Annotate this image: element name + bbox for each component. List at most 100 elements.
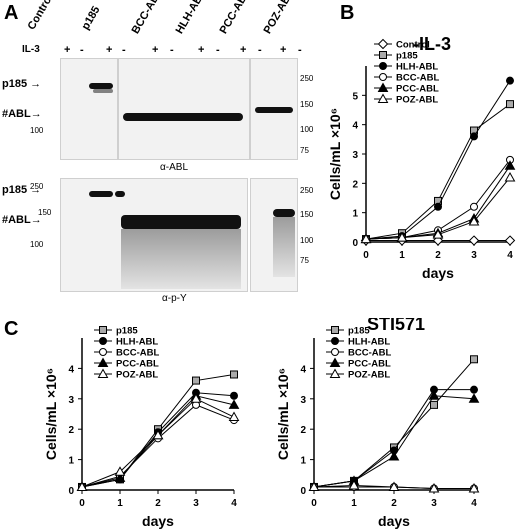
- band-p185-1b: [93, 89, 113, 93]
- point-marker: [379, 40, 388, 49]
- x-tick-label: 0: [79, 498, 85, 509]
- bottom-mw-100l: 100: [30, 240, 43, 249]
- bottom-mw-150l: 150: [38, 208, 51, 217]
- bottom-mw-250r: 250: [300, 186, 313, 195]
- lane-label-pcc: PCC-ABL: [218, 0, 253, 36]
- y-axis-label: Cells/mL ×10⁶: [43, 368, 59, 460]
- x-tick-label: 3: [431, 498, 437, 509]
- legend-label: PCC-ABL: [396, 84, 439, 95]
- point-marker: [431, 401, 438, 408]
- point-marker: [193, 377, 200, 384]
- legend-label: POZ-ABL: [116, 370, 158, 381]
- bottom-mw-75r: 75: [300, 256, 309, 265]
- x-tick-label: 0: [311, 498, 317, 509]
- legend-label: BCC-ABL: [116, 348, 159, 359]
- x-tick-label: 2: [435, 250, 441, 261]
- il3-sign: +: [64, 44, 70, 56]
- top-mw-150: 150: [300, 100, 313, 109]
- x-axis-label: days: [422, 265, 454, 281]
- y-tick-label: 3: [68, 395, 74, 406]
- smear-poz: [273, 217, 295, 277]
- top-mw-100: 100: [30, 126, 43, 135]
- top-abl-label: #ABL→: [2, 108, 42, 120]
- legend-label: PCC-ABL: [116, 359, 159, 370]
- y-tick-label: 1: [352, 209, 358, 220]
- x-tick-label: 2: [391, 498, 397, 509]
- y-tick-label: 0: [300, 486, 306, 497]
- x-tick-label: 3: [193, 498, 199, 509]
- smear-bottom: [121, 229, 241, 289]
- x-tick-label: 4: [471, 498, 477, 509]
- point-marker: [100, 327, 107, 334]
- blot-bottom-poz: [250, 178, 298, 292]
- top-mw-75: 75: [300, 146, 309, 155]
- top-caption: α-ABL: [160, 162, 188, 173]
- blot-bottom-main: [60, 178, 248, 292]
- bottom-caption: α-p-Y: [162, 293, 187, 304]
- il3-sign: +: [152, 44, 158, 56]
- y-tick-label: 3: [352, 150, 358, 161]
- legend-label: POZ-ABL: [396, 95, 438, 106]
- legend-label: HLH-ABL: [116, 337, 158, 348]
- x-tick-label: 1: [117, 498, 123, 509]
- y-tick-label: 5: [352, 91, 358, 102]
- chart-c-sti571: 0 1 2 3 4 0 1 2 3 4 days Cells/mL ×10⁶ STI571p185HLH…: [276, 318, 520, 530]
- point-marker: [506, 161, 515, 169]
- top-mw-250: 250: [300, 74, 313, 83]
- y-axis-label: Cells/mL ×10⁶: [276, 368, 291, 460]
- series-line: [314, 359, 474, 487]
- band-abl-bottom: [121, 215, 241, 229]
- point-marker: [332, 338, 339, 345]
- point-marker: [230, 413, 239, 421]
- band-poz-top: [255, 107, 293, 113]
- y-tick-label: 1: [300, 456, 306, 467]
- chart-title: STI571: [367, 318, 425, 334]
- point-marker: [471, 386, 478, 393]
- y-tick-label: 2: [68, 425, 74, 436]
- chart-il3-minus: 0123450 1 2 3 4daysCells/mL ×10⁶-IL-3Control…: [322, 20, 520, 310]
- point-marker: [507, 101, 514, 108]
- il3-sign: -: [258, 44, 262, 56]
- lane-label-hlh: HLH-ABL: [174, 0, 209, 36]
- point-marker: [100, 338, 107, 345]
- band-p185-b2: [115, 191, 125, 197]
- x-tick-label: 1: [399, 250, 405, 261]
- bottom-mw-100r: 100: [300, 236, 313, 245]
- il3-sign: -: [122, 44, 126, 56]
- x-tick-label: 1: [351, 498, 357, 509]
- lane-label-control: Control: [26, 0, 56, 32]
- legend-label: Control: [396, 40, 430, 51]
- y-tick-label: 3: [300, 395, 306, 406]
- x-axis-label: days: [378, 513, 410, 529]
- chart-c-left: 0 1 2 3 4 0 1 2 3 4 days Cells/mL ×10⁶ p185HLH-ABLBC…: [30, 318, 270, 530]
- series-line: [82, 405, 234, 487]
- lane-label-p185: p185: [80, 4, 103, 32]
- point-marker: [471, 133, 478, 140]
- legend-label: p185: [396, 51, 418, 62]
- panel-c-letter: C: [4, 318, 18, 341]
- y-tick-label: 2: [300, 425, 306, 436]
- point-marker: [100, 349, 107, 356]
- il3-sign: -: [80, 44, 84, 56]
- il3-sign: -: [298, 44, 302, 56]
- point-marker: [332, 327, 339, 334]
- legend-label: HLH-ABL: [348, 337, 390, 348]
- series-line: [314, 390, 474, 487]
- x-axis-label: days: [142, 513, 174, 529]
- point-marker: [435, 203, 442, 210]
- bottom-abl-label: #ABL→: [2, 214, 42, 226]
- legend-label: BCC-ABL: [348, 348, 391, 359]
- panel-a-letter: A: [4, 2, 18, 25]
- lane-label-bcc: BCC-ABL: [130, 0, 165, 36]
- y-tick-label: 2: [352, 179, 358, 190]
- x-tick-label: 4: [231, 498, 237, 509]
- blot-top-mid: [118, 58, 250, 160]
- il3-sign: +: [198, 44, 204, 56]
- il3-sign: -: [170, 44, 174, 56]
- legend-label: HLH-ABL: [396, 62, 438, 73]
- series-line: [366, 104, 510, 239]
- point-marker: [231, 392, 238, 399]
- y-tick-label: 4: [68, 364, 74, 375]
- x-tick-label: 0: [363, 250, 369, 261]
- il3-label: IL-3: [22, 44, 40, 55]
